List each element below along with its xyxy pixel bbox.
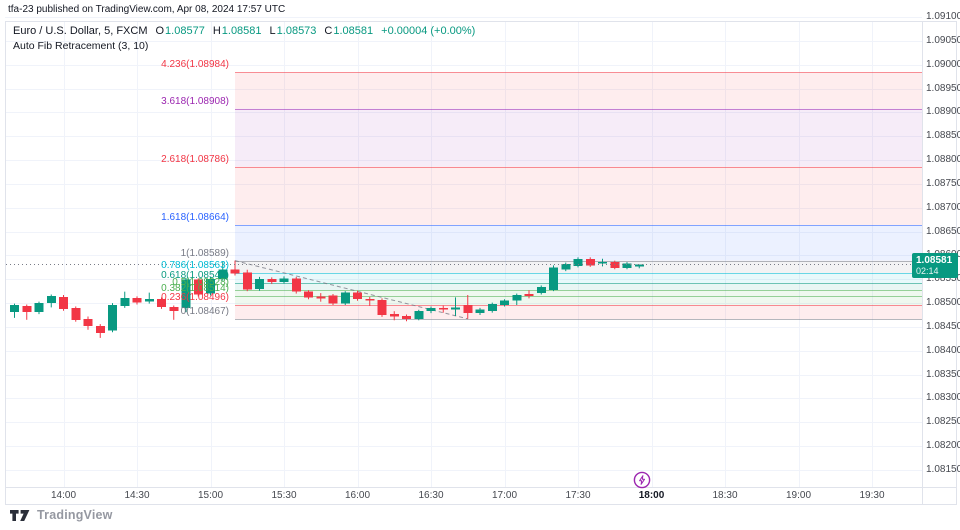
chart-legend: Euro / U.S. Dollar, 5, FXCM O 1.08577 H 1.0… — [13, 25, 475, 52]
price-tick-label: 1.08900 — [926, 106, 960, 118]
price-tick-label: 1.09100 — [926, 11, 960, 22]
symbol-title[interactable]: Euro / U.S. Dollar, 5, FXCM — [13, 25, 148, 37]
price-tick-label: 1.09000 — [926, 58, 960, 70]
price-tick-label: 1.08150 — [926, 464, 960, 475]
fib-label-3.618: 3.618(1.08908) — [161, 95, 229, 107]
price-tick-label: 1.08450 — [926, 320, 960, 332]
fib-label-4.236: 4.236(1.08984) — [161, 59, 229, 71]
price-tick-label: 1.08750 — [926, 177, 960, 189]
bar-countdown: 02:14 — [916, 266, 939, 277]
tradingview-logo-icon — [10, 509, 30, 521]
time-tick-label: 19:00 — [785, 490, 812, 501]
time-tick-label: 19:30 — [859, 490, 885, 501]
price-tick-label: 1.08350 — [926, 368, 960, 380]
price-tick-label: 1.08300 — [926, 392, 960, 404]
time-tick-label: 16:00 — [344, 490, 371, 501]
ohlc-values: O 1.08577 H 1.08581 L 1.08573 C 1.08581 — [155, 25, 373, 37]
time-tick-label: 17:00 — [491, 490, 518, 501]
last-price-value: 1.08581 — [916, 255, 953, 267]
price-tick-label: 1.08850 — [926, 130, 960, 142]
price-tick-label: 1.08700 — [926, 201, 960, 213]
attribution-text: tfa-23 published on TradingView.com, Apr… — [8, 4, 286, 15]
fib-bands — [235, 72, 922, 319]
fib-label-0.786: 0.786(1.08563) — [161, 260, 229, 272]
price-tick-label: 1.08400 — [926, 344, 960, 356]
price-change: +0.00004 (+0.00%) — [381, 25, 476, 37]
fib-label-0.618: 0.618(1.08542) — [161, 270, 229, 282]
ohlc-c: C 1.08581 — [324, 25, 374, 37]
price-tick-label: 1.08200 — [926, 440, 960, 452]
fib-label-0.5: 0.5(1.08528) — [172, 276, 229, 288]
fib-label-1.618: 1.618(1.08664) — [161, 211, 229, 223]
time-tick-label: 15:00 — [197, 490, 224, 501]
time-tick-label: 18:00 — [638, 490, 665, 501]
ohlc-o: O 1.08577 — [155, 25, 205, 37]
price-tick-label: 1.09050 — [926, 34, 960, 46]
time-tick-label: 17:30 — [565, 490, 591, 501]
fib-label-0: 0(1.08467) — [180, 305, 229, 317]
ohlc-h: H 1.08581 — [212, 25, 262, 37]
time-tick-label: 14:30 — [124, 490, 150, 501]
price-tick-label: 1.08650 — [926, 225, 960, 237]
fib-label-2.618: 2.618(1.08786) — [161, 153, 229, 165]
time-tick-label: 15:30 — [271, 490, 297, 501]
time-tick-label: 18:30 — [712, 490, 738, 501]
fib-label-1: 1(1.08589) — [180, 247, 229, 259]
fib-label-0.382: 0.382(1.08514) — [161, 283, 229, 295]
time-tick-label: 14:00 — [50, 490, 77, 501]
tradingview-logo[interactable]: TradingView — [10, 508, 113, 522]
lightning-event-icon[interactable] — [633, 471, 651, 489]
time-tick-label: 16:30 — [418, 490, 444, 501]
price-tick-label: 1.08550 — [926, 273, 960, 285]
price-tick-label: 1.08950 — [926, 82, 960, 94]
indicator-label[interactable]: Auto Fib Retracement (3, 10) — [13, 40, 149, 52]
price-tick-label: 1.08250 — [926, 416, 960, 428]
last-price-badge: 1.08581 02:14 — [912, 253, 958, 279]
price-tick-label: 1.08800 — [926, 154, 960, 166]
price-tick-label: 1.08500 — [926, 297, 960, 309]
ohlc-l: L 1.08573 — [269, 25, 317, 37]
fib-label-0.236: 0.236(1.08496) — [161, 292, 229, 303]
tradingview-logo-text: TradingView — [37, 508, 113, 522]
